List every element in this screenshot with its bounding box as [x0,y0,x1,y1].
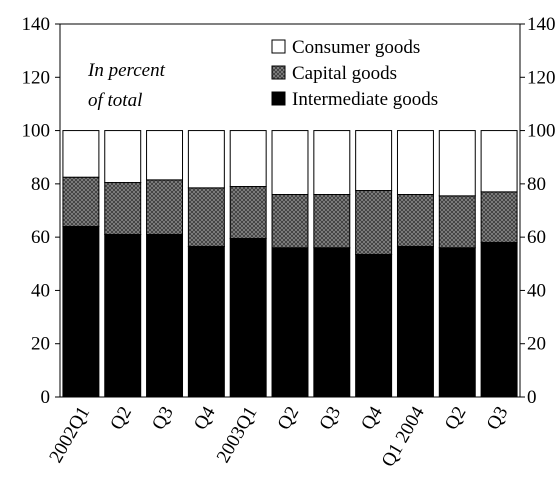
bar-consumer-goods-2 [104,130,142,184]
bar-consumer-goods-11 [480,130,518,193]
right-tick-label-120: 120 [527,67,556,88]
bar-consumer-goods-9 [396,130,434,196]
left-tick-label-20: 20 [31,334,50,355]
legend-item-capital-goods: Capital goods [271,63,397,84]
x-tick-label-7: Q3 [315,403,345,434]
bar-capital-goods-5 [229,186,267,239]
right-y-axis: 0 20 40 60 80 100 120 140 [520,14,556,408]
bar-capital-goods-11 [480,191,518,243]
bar-capital-goods-6 [271,194,309,249]
x-tick-label-5: 2003Q1 [213,403,262,467]
left-tick-label-100: 100 [22,121,51,142]
bar-intermediate-goods-10 [438,247,476,398]
x-tick-label-4: Q4 [190,403,220,434]
right-tick-label-40: 40 [527,280,546,301]
right-tick-label-60: 60 [527,227,546,248]
bar-capital-goods-2 [104,182,142,235]
x-tick-label-1: 2002Q1 [45,403,94,467]
bars-layer [62,130,518,398]
bar-intermediate-goods-6 [271,247,309,398]
bar-consumer-goods-10 [438,130,476,197]
legend-swatch-consumer-goods [271,39,286,54]
bar-consumer-goods-4 [187,130,225,189]
right-tick-label-140: 140 [527,14,556,35]
x-tick-label-6: Q2 [274,403,304,434]
bar-intermediate-goods-3 [146,233,184,398]
bar-intermediate-goods-8 [355,253,393,398]
x-tick-label-8: Q4 [357,403,387,434]
bar-capital-goods-8 [355,190,393,255]
bar-intermediate-goods-7 [313,247,351,398]
bar-capital-goods-9 [396,194,434,247]
bar-capital-goods-1 [62,176,100,227]
bar-consumer-goods-8 [355,130,393,192]
right-tick-label-0: 0 [527,387,537,408]
bar-consumer-goods-6 [271,130,309,196]
legend-label-consumer-goods: Consumer goods [292,37,420,58]
left-tick-label-0: 0 [41,387,51,408]
right-tick-label-100: 100 [527,121,556,142]
bar-intermediate-goods-9 [396,245,434,398]
left-tick-label-60: 60 [31,227,50,248]
right-tick-label-80: 80 [527,174,546,195]
bar-intermediate-goods-5 [229,237,267,398]
legend-item-consumer-goods: Consumer goods [271,37,420,58]
annotation-line-1: In percent [87,60,166,81]
legend-swatch-capital-goods [271,65,286,80]
bar-capital-goods-10 [438,195,476,249]
left-tick-label-80: 80 [31,174,50,195]
annotation-line-2: of total [88,90,142,111]
bar-intermediate-goods-4 [187,245,225,398]
x-tick-label-10: Q2 [441,403,471,434]
bar-consumer-goods-5 [229,130,267,188]
bar-capital-goods-4 [187,187,225,247]
bar-consumer-goods-7 [313,130,351,196]
bar-intermediate-goods-1 [62,225,100,398]
legend-label-intermediate-goods: Intermediate goods [292,89,438,110]
legend-label-capital-goods: Capital goods [292,63,397,84]
bar-consumer-goods-3 [146,130,184,181]
legend-swatch-intermediate-goods [271,91,286,106]
left-y-axis: 0 20 40 60 80 100 120 140 [22,14,60,408]
legend-item-intermediate-goods: Intermediate goods [271,89,438,110]
x-tick-label-11: Q3 [483,403,513,434]
bar-consumer-goods-1 [62,130,100,178]
left-tick-label-120: 120 [22,67,51,88]
bar-intermediate-goods-11 [480,241,518,398]
bar-capital-goods-7 [313,194,351,249]
left-tick-label-40: 40 [31,280,50,301]
annotation: In percent of total [87,60,166,111]
bar-capital-goods-3 [146,179,184,235]
legend: Consumer goods Capital goods Intermediat… [271,37,438,110]
x-tick-label-3: Q3 [148,403,178,434]
x-tick-label-2: Q2 [106,403,136,434]
right-tick-label-20: 20 [527,334,546,355]
left-tick-label-140: 140 [22,14,51,35]
bar-intermediate-goods-2 [104,233,142,398]
